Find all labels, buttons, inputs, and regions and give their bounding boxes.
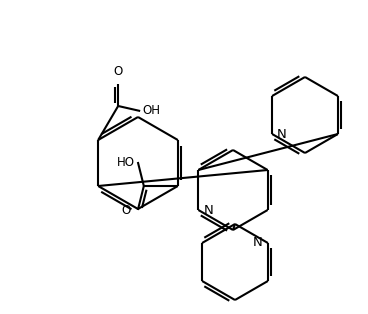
- Text: N: N: [277, 127, 287, 140]
- Text: N: N: [204, 203, 213, 216]
- Text: O: O: [121, 203, 131, 216]
- Text: N: N: [253, 236, 263, 250]
- Text: O: O: [114, 65, 123, 78]
- Text: HO: HO: [117, 155, 135, 169]
- Text: OH: OH: [142, 105, 160, 117]
